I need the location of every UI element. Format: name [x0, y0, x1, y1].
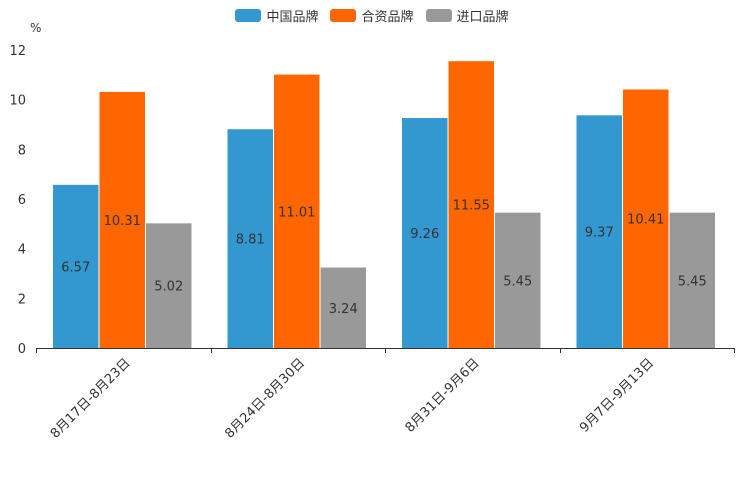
bar-value-label: 5.45	[678, 274, 707, 289]
legend-swatch-joint	[330, 9, 357, 22]
legend: 中国品牌 合资品牌 进口品牌	[0, 6, 744, 25]
bar-1-1	[274, 74, 320, 349]
x-category-label: 9月7日-9月13日	[577, 356, 657, 436]
y-tick-label: 0	[18, 342, 26, 357]
x-category-label: 8月24日-8月30日	[222, 356, 308, 442]
bar-0-3	[576, 115, 622, 348]
bar-value-label: 10.31	[104, 214, 141, 229]
bar-value-label: 6.57	[61, 260, 90, 275]
y-tick-label: 4	[18, 243, 26, 258]
y-axis-unit: %	[30, 21, 42, 35]
legend-item-china[interactable]: 中国品牌	[235, 6, 318, 25]
bar-2-3	[669, 212, 715, 348]
bar-0-0	[53, 184, 99, 348]
bar-2-0	[146, 223, 192, 348]
bar-value-label: 5.02	[154, 280, 183, 295]
y-tick-label: 2	[18, 292, 26, 307]
legend-swatch-china	[235, 9, 262, 22]
legend-item-import[interactable]: 进口品牌	[425, 6, 509, 25]
bar-value-label: 9.37	[585, 226, 614, 241]
y-tick-label: 6	[18, 193, 26, 208]
bar-value-label: 5.45	[503, 274, 532, 289]
bar-0-1	[227, 129, 273, 348]
bar-1-0	[99, 91, 145, 349]
legend-item-joint[interactable]: 合资品牌	[330, 6, 414, 25]
legend-label-china: 中国品牌	[266, 10, 319, 25]
bar-value-label: 11.55	[453, 199, 490, 214]
bar-2-1	[320, 267, 366, 348]
bar-value-label: 8.81	[236, 233, 265, 248]
bar-value-label: 9.26	[410, 227, 439, 242]
bar-1-3	[623, 89, 669, 349]
y-tick-label: 12	[9, 44, 26, 59]
x-category-label: 8月17日-8月23日	[48, 356, 134, 442]
legend-label-joint: 合资品牌	[361, 10, 414, 25]
bar-1-2	[448, 61, 494, 349]
y-tick-label: 8	[18, 143, 26, 158]
bar-2-2	[495, 212, 541, 348]
x-category-label: 8月31日-9月6日	[403, 356, 483, 436]
y-tick-label: 10	[9, 94, 26, 109]
bar-value-label: 3.24	[329, 302, 358, 317]
bar-value-label: 11.01	[278, 205, 315, 220]
bar-value-label: 10.41	[627, 213, 664, 228]
legend-label-import: 进口品牌	[456, 10, 509, 25]
bar-0-2	[402, 118, 448, 348]
legend-swatch-import	[425, 9, 452, 22]
